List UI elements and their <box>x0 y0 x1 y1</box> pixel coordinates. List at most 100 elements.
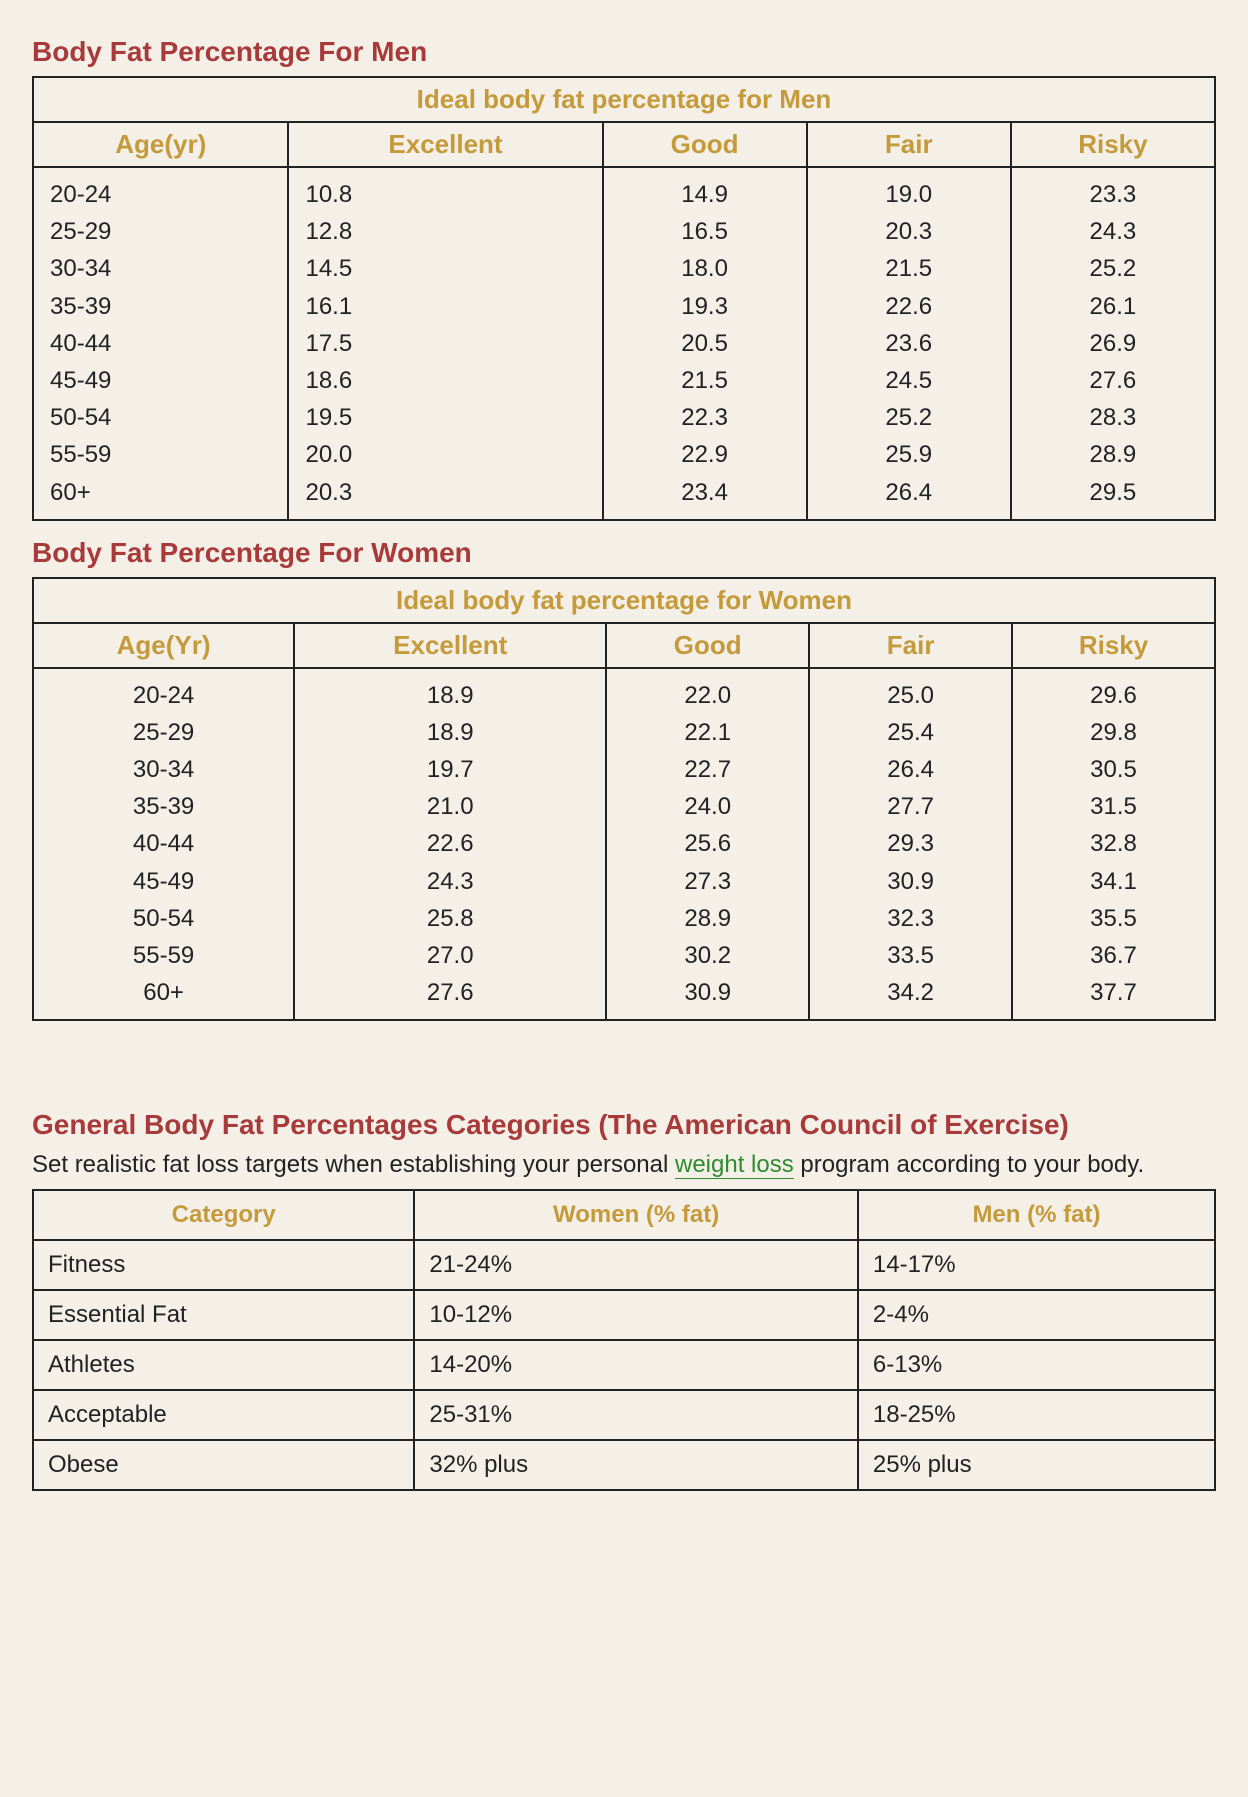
women-data-age: 20-2425-2930-3435-3940-4445-4950-5455-59… <box>33 668 294 1021</box>
category-cell: Acceptable <box>33 1390 414 1440</box>
cat-col-women: Women (% fat) <box>414 1190 858 1240</box>
women-table: Ideal body fat percentage for Women Age(… <box>32 577 1216 1022</box>
category-cell: 2-4% <box>858 1290 1215 1340</box>
women-cell: 30-34 <box>50 751 277 788</box>
men-cell: 21.5 <box>620 362 790 399</box>
women-cell: 32.8 <box>1029 825 1198 862</box>
men-cell: 18.6 <box>305 362 585 399</box>
men-cell: 30-34 <box>50 250 271 287</box>
men-cell: 19.0 <box>824 176 994 213</box>
men-cell: 12.8 <box>305 213 585 250</box>
women-cell: 60+ <box>50 974 277 1011</box>
men-cell: 23.3 <box>1028 176 1198 213</box>
women-cell: 24.3 <box>311 863 589 900</box>
men-cell: 20.3 <box>305 474 585 511</box>
men-data-good: 14.916.518.019.320.521.522.322.923.4 <box>603 167 807 520</box>
men-cell: 24.3 <box>1028 213 1198 250</box>
women-cell: 27.0 <box>311 937 589 974</box>
men-cell: 20.3 <box>824 213 994 250</box>
women-cell: 22.1 <box>623 714 792 751</box>
men-data-age: 20-2425-2930-3435-3940-4445-4950-5455-59… <box>33 167 288 520</box>
men-cell: 10.8 <box>305 176 585 213</box>
women-col-excellent: Excellent <box>294 623 606 668</box>
men-cell: 16.5 <box>620 213 790 250</box>
women-cell: 25-29 <box>50 714 277 751</box>
cat-col-category: Category <box>33 1190 414 1240</box>
women-cell: 28.9 <box>623 900 792 937</box>
category-cell: Athletes <box>33 1340 414 1390</box>
women-cell: 22.7 <box>623 751 792 788</box>
men-cell: 21.5 <box>824 250 994 287</box>
cat-col-men: Men (% fat) <box>858 1190 1215 1240</box>
men-col-excellent: Excellent <box>288 122 602 167</box>
men-cell: 25.2 <box>1028 250 1198 287</box>
category-row: Athletes14-20%6-13% <box>33 1340 1215 1390</box>
category-cell: 32% plus <box>414 1440 858 1490</box>
men-cell: 24.5 <box>824 362 994 399</box>
category-cell: 25-31% <box>414 1390 858 1440</box>
women-cell: 27.7 <box>826 788 995 825</box>
women-col-age: Age(Yr) <box>33 623 294 668</box>
women-cell: 27.6 <box>311 974 589 1011</box>
women-cell: 22.0 <box>623 677 792 714</box>
category-section-title: General Body Fat Percentages Categories … <box>32 1109 1216 1141</box>
women-cell: 25.6 <box>623 825 792 862</box>
men-col-age: Age(yr) <box>33 122 288 167</box>
men-cell: 20-24 <box>50 176 271 213</box>
men-data-excellent: 10.812.814.516.117.518.619.520.020.3 <box>288 167 602 520</box>
women-col-fair: Fair <box>809 623 1012 668</box>
men-cell: 22.6 <box>824 288 994 325</box>
women-cell: 40-44 <box>50 825 277 862</box>
men-cell: 27.6 <box>1028 362 1198 399</box>
women-cell: 30.9 <box>826 863 995 900</box>
women-data-risky: 29.629.830.531.532.834.135.536.737.7 <box>1012 668 1215 1021</box>
men-cell: 50-54 <box>50 399 271 436</box>
women-cell: 37.7 <box>1029 974 1198 1011</box>
women-cell: 33.5 <box>826 937 995 974</box>
men-cell: 20.5 <box>620 325 790 362</box>
women-cell: 30.2 <box>623 937 792 974</box>
men-cell: 26.4 <box>824 474 994 511</box>
women-cell: 29.8 <box>1029 714 1198 751</box>
women-cell: 18.9 <box>311 714 589 751</box>
category-row: Fitness21-24%14-17% <box>33 1240 1215 1290</box>
women-table-body: 20-2425-2930-3435-3940-4445-4950-5455-59… <box>33 668 1215 1021</box>
men-table-body: 20-2425-2930-3435-3940-4445-4950-5455-59… <box>33 167 1215 520</box>
men-cell: 35-39 <box>50 288 271 325</box>
women-data-good: 22.022.122.724.025.627.328.930.230.9 <box>606 668 809 1021</box>
women-cell: 26.4 <box>826 751 995 788</box>
category-intro-text: Set realistic fat loss targets when esta… <box>32 1151 1216 1179</box>
women-cell: 24.0 <box>623 788 792 825</box>
category-cell: Obese <box>33 1440 414 1490</box>
women-cell: 25.0 <box>826 677 995 714</box>
women-cell: 18.9 <box>311 677 589 714</box>
men-data-risky: 23.324.325.226.126.927.628.328.929.5 <box>1011 167 1215 520</box>
men-cell: 14.9 <box>620 176 790 213</box>
men-cell: 28.9 <box>1028 436 1198 473</box>
women-cell: 29.3 <box>826 825 995 862</box>
intro-pre: Set realistic fat loss targets when esta… <box>32 1151 675 1178</box>
weight-loss-link[interactable]: weight loss <box>675 1151 794 1179</box>
women-cell: 27.3 <box>623 863 792 900</box>
category-cell: 14-20% <box>414 1340 858 1390</box>
women-cell: 34.2 <box>826 974 995 1011</box>
men-cell: 18.0 <box>620 250 790 287</box>
men-cell: 60+ <box>50 474 271 511</box>
category-cell: 25% plus <box>858 1440 1215 1490</box>
women-table-header-row: Age(Yr) Excellent Good Fair Risky <box>33 623 1215 668</box>
women-cell: 21.0 <box>311 788 589 825</box>
women-cell: 29.6 <box>1029 677 1198 714</box>
men-cell: 19.5 <box>305 399 585 436</box>
men-cell: 20.0 <box>305 436 585 473</box>
men-cell: 19.3 <box>620 288 790 325</box>
men-cell: 23.6 <box>824 325 994 362</box>
women-data-excellent: 18.918.919.721.022.624.325.827.027.6 <box>294 668 606 1021</box>
men-cell: 25.2 <box>824 399 994 436</box>
men-cell: 28.3 <box>1028 399 1198 436</box>
women-cell: 35.5 <box>1029 900 1198 937</box>
category-cell: Fitness <box>33 1240 414 1290</box>
men-cell: 25-29 <box>50 213 271 250</box>
women-cell: 31.5 <box>1029 788 1198 825</box>
women-cell: 35-39 <box>50 788 277 825</box>
men-cell: 29.5 <box>1028 474 1198 511</box>
